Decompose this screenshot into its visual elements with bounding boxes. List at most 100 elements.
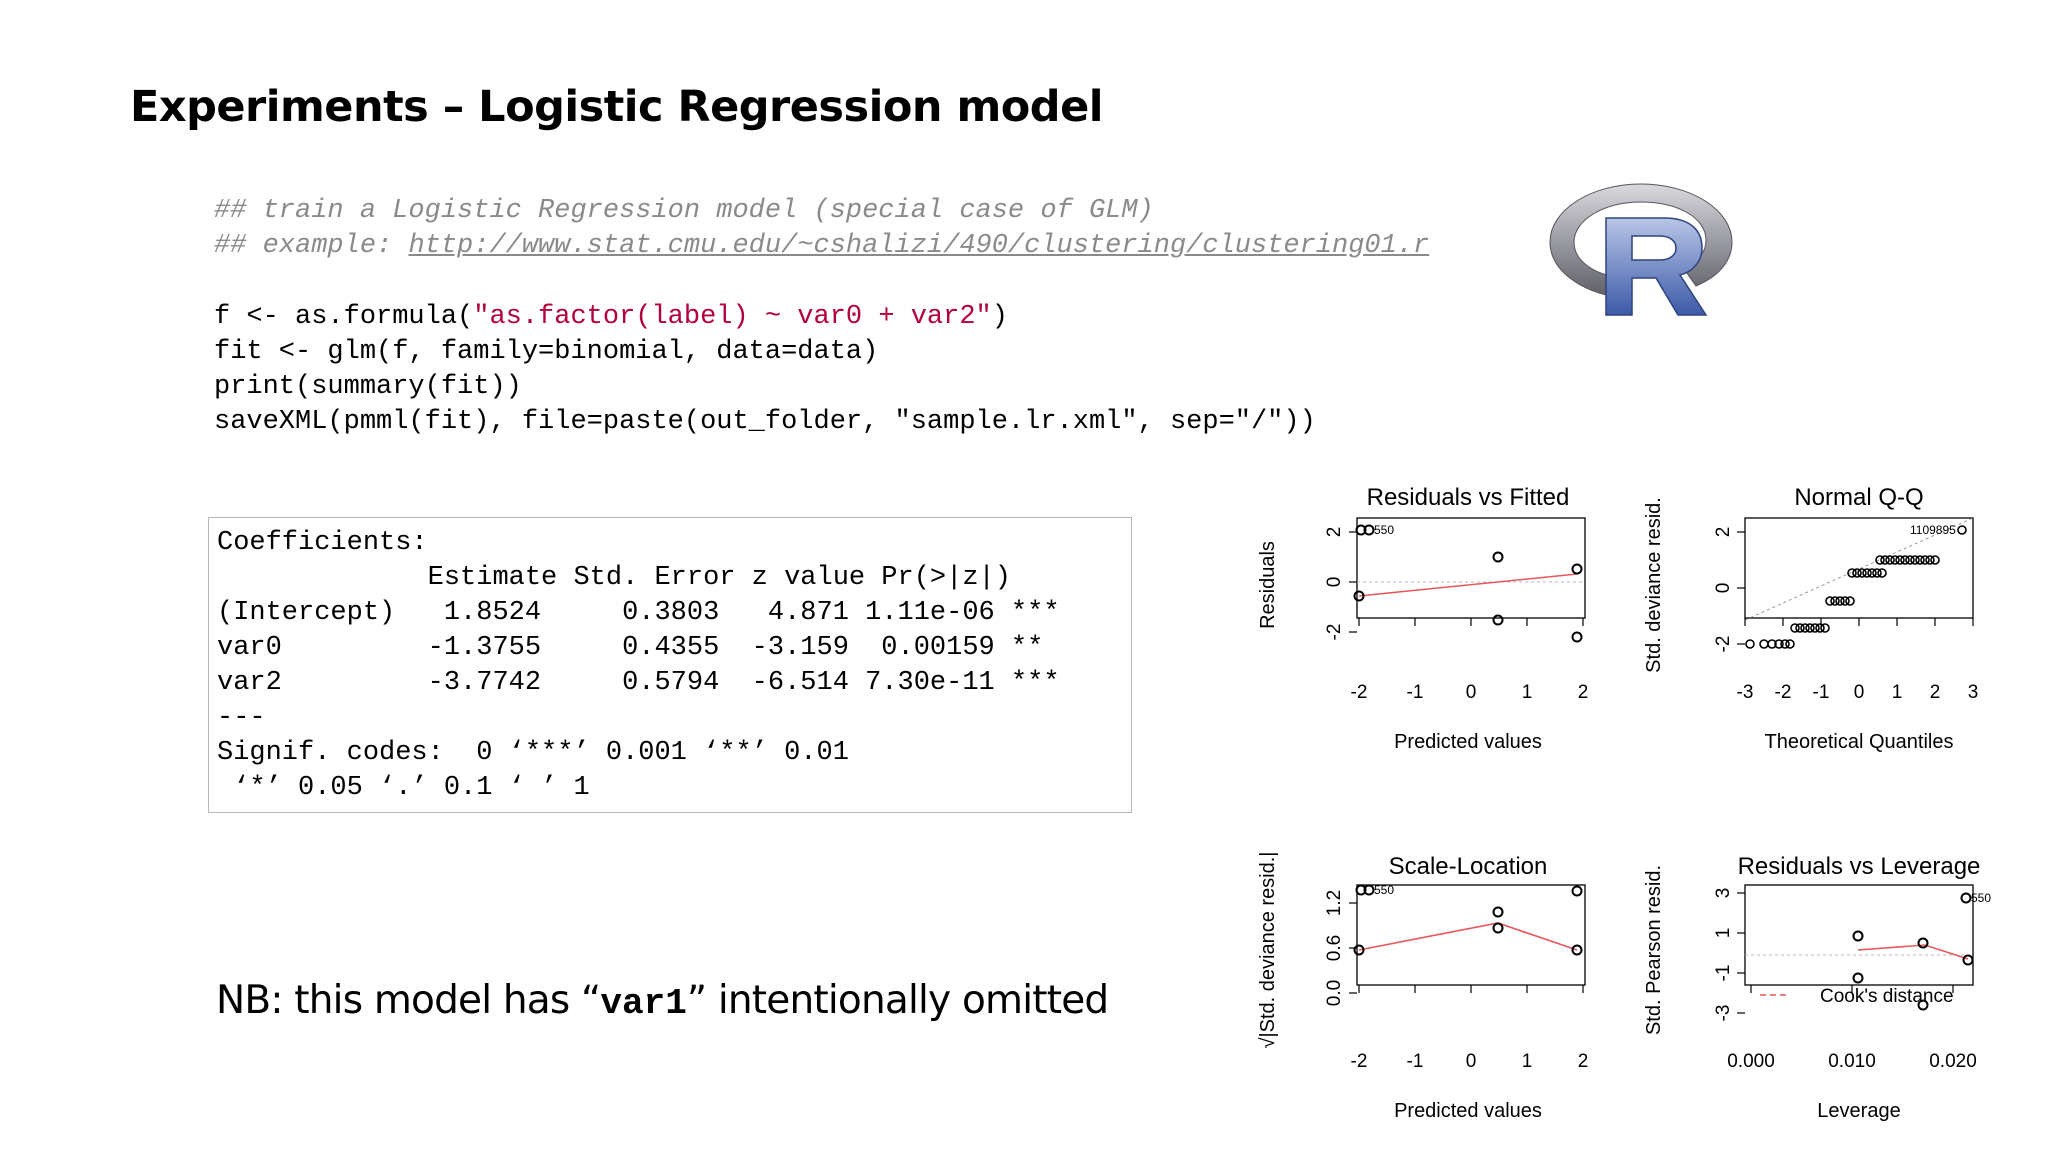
coefficients-separator: --- bbox=[217, 703, 266, 733]
code-line-3: print(summary(fit)) bbox=[214, 372, 522, 402]
x-axis-label: Predicted values bbox=[1394, 731, 1542, 753]
code-block: f <- as.formula("as.factor(label) ~ var0… bbox=[214, 300, 1316, 440]
data-point bbox=[1852, 972, 1864, 984]
plot-title: Residuals vs Fitted bbox=[1367, 484, 1570, 511]
y-tick-label: 0 bbox=[1324, 577, 1345, 588]
x-tick-label: 0.010 bbox=[1828, 1051, 1876, 1072]
point-label: 550 bbox=[1374, 883, 1394, 897]
r-logo-icon bbox=[1549, 183, 1733, 316]
code-comment-line-1: ## train a Logistic Regression model (sp… bbox=[214, 196, 1154, 226]
x-tick-label: 1 bbox=[1522, 1051, 1533, 1072]
formula-string: "as.factor(label) ~ var0 + var2" bbox=[473, 302, 992, 332]
code-line-4: saveXML(pmml(fit), file=paste(out_folder… bbox=[214, 407, 1316, 437]
plot-scale-location: Scale-Location 550 -2 -1 0 1 2 1.2 0.6 0… bbox=[1257, 851, 1588, 1122]
y-axis-label: Residuals bbox=[1257, 541, 1279, 629]
x-axis-label: Predicted values bbox=[1394, 1100, 1542, 1122]
data-point bbox=[1962, 954, 1974, 966]
data-point bbox=[1492, 906, 1504, 918]
code-comment-prefix: ## example: bbox=[214, 231, 409, 261]
omitted-variable-note: NB: this model has “var1” intentionally … bbox=[216, 978, 1109, 1024]
x-tick-label: -1 bbox=[1407, 1051, 1424, 1072]
plot-frame bbox=[1744, 884, 1974, 986]
y-axis-label: Std. deviance resid. bbox=[1643, 497, 1665, 673]
data-point bbox=[1353, 590, 1365, 602]
data-point bbox=[1960, 892, 1972, 904]
plot-frame bbox=[1356, 884, 1586, 986]
y-tick-label: 2 bbox=[1324, 527, 1345, 538]
code-line-1-suffix: ) bbox=[991, 302, 1008, 332]
y-tick-label: -2 bbox=[1324, 624, 1345, 641]
y-axis-label: √|Std. deviance resid.| bbox=[1257, 851, 1279, 1048]
plot-normal-qq: Normal Q-Q 1109895 -3 -2 -1 0 1 2 3 bbox=[1643, 484, 1978, 753]
glm-diagnostic-plots: Residuals vs Fitted 550 -2 -1 0 1 2 2 0 … bbox=[1257, 484, 1991, 1122]
data-point bbox=[1852, 930, 1864, 942]
x-tick-label: -2 bbox=[1351, 1051, 1368, 1072]
y-tick-label: 0 bbox=[1713, 583, 1734, 594]
x-tick-label: -2 bbox=[1775, 682, 1792, 703]
code-comments: ## train a Logistic Regression model (sp… bbox=[214, 194, 1429, 264]
slide-title: Experiments – Logistic Regression model bbox=[130, 82, 1104, 132]
data-point bbox=[1571, 631, 1583, 643]
smoother-line bbox=[1358, 573, 1578, 597]
y-tick-label: 1 bbox=[1713, 928, 1734, 939]
coefficients-heading: Coefficients: bbox=[217, 528, 428, 558]
x-tick-label: -1 bbox=[1813, 682, 1830, 703]
x-tick-label: 2 bbox=[1578, 1051, 1589, 1072]
data-point bbox=[1571, 885, 1583, 897]
x-tick-label: 2 bbox=[1930, 682, 1941, 703]
y-tick-label: -3 bbox=[1713, 1005, 1734, 1022]
signif-codes-line-2: ‘*’ 0.05 ‘.’ 0.1 ‘ ’ 1 bbox=[217, 773, 590, 803]
x-axis-label: Leverage bbox=[1817, 1100, 1900, 1122]
plot-title: Scale-Location bbox=[1389, 853, 1548, 880]
qq-points bbox=[1745, 525, 1967, 649]
smoother-line bbox=[1857, 944, 1969, 960]
x-tick-label: 1 bbox=[1892, 682, 1903, 703]
y-tick-label: 2 bbox=[1713, 527, 1734, 538]
point-label: 550 bbox=[1971, 891, 1991, 905]
y-tick-label: -1 bbox=[1713, 965, 1734, 982]
data-point bbox=[1492, 551, 1504, 563]
data-point bbox=[1353, 944, 1365, 956]
plot-title: Residuals vs Leverage bbox=[1738, 853, 1981, 880]
example-link[interactable]: http://www.stat.cmu.edu/~cshalizi/490/cl… bbox=[408, 231, 1430, 261]
x-axis-label: Theoretical Quantiles bbox=[1765, 731, 1954, 753]
plot-residuals-vs-fitted: Residuals vs Fitted 550 -2 -1 0 1 2 2 0 … bbox=[1257, 484, 1588, 753]
note-prefix: NB: this model has “ bbox=[216, 978, 601, 1023]
x-tick-label: -2 bbox=[1351, 682, 1368, 703]
coefficients-row-var0: var0 -1.3755 0.4355 -3.159 0.00159 ** bbox=[217, 633, 1044, 663]
coefficients-header: Estimate Std. Error z value Pr(>|z|) bbox=[217, 563, 1011, 593]
data-point bbox=[1492, 614, 1504, 626]
point-label: 550 bbox=[1374, 523, 1394, 537]
coefficients-output: Coefficients: Estimate Std. Error z valu… bbox=[208, 517, 1132, 813]
y-axis-label: Std. Pearson resid. bbox=[1643, 865, 1665, 1035]
note-code: var1 bbox=[600, 983, 687, 1024]
point-label: 1109895 bbox=[1910, 523, 1956, 537]
y-tick-label: 3 bbox=[1713, 888, 1734, 899]
x-tick-label: 0 bbox=[1466, 1051, 1477, 1072]
data-point bbox=[1571, 944, 1583, 956]
y-tick-label: 1.2 bbox=[1324, 890, 1345, 916]
x-tick-label: 0.000 bbox=[1727, 1051, 1775, 1072]
data-point bbox=[1571, 563, 1583, 575]
y-tick-label: -2 bbox=[1713, 636, 1734, 653]
x-tick-label: -1 bbox=[1407, 682, 1424, 703]
y-tick-label: 0.6 bbox=[1324, 935, 1345, 961]
signif-codes-line-1: Signif. codes: 0 ‘***’ 0.001 ‘**’ 0.01 bbox=[217, 738, 849, 768]
smoother-line bbox=[1358, 922, 1578, 951]
coefficients-row-var2: var2 -3.7742 0.5794 -6.514 7.30e-11 *** bbox=[217, 668, 1060, 698]
x-tick-label: 0.020 bbox=[1929, 1051, 1977, 1072]
data-point bbox=[1917, 999, 1929, 1011]
data-point bbox=[1917, 937, 1929, 949]
x-tick-label: 1 bbox=[1522, 682, 1533, 703]
x-tick-label: 2 bbox=[1578, 682, 1589, 703]
x-tick-label: 0 bbox=[1854, 682, 1865, 703]
coefficients-row-intercept: (Intercept) 1.8524 0.3803 4.871 1.11e-06… bbox=[217, 598, 1060, 628]
y-tick-label: 0.0 bbox=[1324, 980, 1345, 1006]
x-tick-label: -3 bbox=[1737, 682, 1754, 703]
data-point bbox=[1363, 524, 1375, 536]
plot-residuals-vs-leverage: Residuals vs Leverage 550 Cook's distanc… bbox=[1643, 853, 1991, 1122]
plot-title: Normal Q-Q bbox=[1794, 484, 1923, 511]
note-suffix: ” intentionally omitted bbox=[686, 978, 1109, 1023]
data-point bbox=[1363, 884, 1375, 896]
code-line-1-prefix: f <- as.formula( bbox=[214, 302, 474, 332]
